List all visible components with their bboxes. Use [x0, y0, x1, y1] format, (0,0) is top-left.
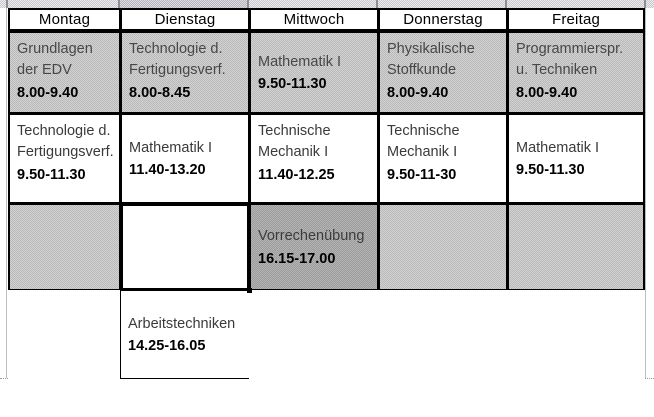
- cell-subject: Technologie d. Fertigungsverf.: [129, 41, 226, 79]
- day-header-dienstag[interactable]: Dienstag: [120, 8, 250, 31]
- cell-subject: Mathematik I: [129, 139, 212, 156]
- cell-time: 11.40-13.20: [129, 162, 206, 179]
- cell-time: 11.40-12.25: [258, 166, 335, 183]
- cell-subject: Physikalische Stoffkunde: [387, 41, 475, 79]
- day-header-freitag[interactable]: Freitag: [507, 8, 645, 31]
- cell-subject: Technologie d. Fertigungsverf.: [17, 123, 114, 161]
- timetable-cell-dienstag-row1[interactable]: Technologie d. Fertigungsverf. 8.00-8.45: [120, 31, 250, 114]
- cell-subject: Technische Mechanik I: [387, 123, 460, 161]
- cell-time: 9.50-11.30: [516, 162, 585, 179]
- column-divider-tick: [644, 0, 646, 8]
- timetable-cell-donnerstag-row2[interactable]: Technische Mechanik I 9.50-11-30: [378, 113, 508, 204]
- day-header-montag[interactable]: Montag: [8, 8, 121, 31]
- cell-subject: Programmierspr. u. Techniken: [516, 41, 624, 79]
- day-header-label: Dienstag: [154, 11, 216, 28]
- column-divider-tick: [6, 0, 8, 8]
- column-divider-tick: [247, 0, 249, 8]
- column-divider-tick: [118, 0, 120, 8]
- cell-time: 8.00-9.40: [17, 84, 79, 101]
- timetable-cell-dienstag-row4[interactable]: Arbeitstechniken 14.25-16.05: [120, 290, 250, 379]
- timetable-cell-freitag-row1[interactable]: Programmierspr. u. Techniken 8.00-9.40: [507, 31, 645, 114]
- timetable-cell-montag-row4[interactable]: [8, 290, 121, 379]
- cell-time: 14.25-16.05: [128, 338, 206, 355]
- cell-time: 9.50-11.30: [258, 76, 327, 93]
- day-header-label: Montag: [38, 11, 91, 28]
- cell-subject: Vorrechenübung: [258, 228, 365, 245]
- cell-subject: Arbeitstechniken: [128, 315, 236, 332]
- cell-time: 8.00-8.45: [129, 84, 191, 101]
- timetable-cell-montag-row3[interactable]: [8, 203, 121, 291]
- cell-time: 9.50-11-30: [387, 166, 457, 183]
- timetable-cell-donnerstag-row3[interactable]: [378, 203, 508, 291]
- day-header-mittwoch[interactable]: Mittwoch: [249, 8, 379, 31]
- timetable-cell-mittwoch-row2[interactable]: Technische Mechanik I 11.40-12.25: [249, 113, 379, 204]
- sheet-gridline-vertical: [6, 8, 7, 378]
- cell-subject: Mathematik I: [258, 53, 341, 70]
- timetable-cell-montag-row1[interactable]: Grundlagen der EDV 8.00-9.40: [8, 31, 121, 114]
- column-divider-tick: [376, 0, 378, 8]
- day-header-label: Freitag: [551, 11, 601, 28]
- timetable: Montag Dienstag Mittwoch Donnerstag Freitag G…: [8, 8, 645, 379]
- cell-subject: Technische Mechanik I: [258, 123, 331, 161]
- timetable-cell-montag-row2[interactable]: Technologie d. Fertigungsverf. 9.50-11.30: [8, 113, 121, 204]
- cell-time: 8.00-9.40: [516, 84, 578, 101]
- timetable-cell-freitag-row4[interactable]: [507, 290, 645, 379]
- day-header-label: Mittwoch: [283, 11, 345, 28]
- timetable-cell-mittwoch-row3[interactable]: Vorrechenübung 16.15-17.00: [249, 203, 379, 291]
- sheet-gridline-vertical: [645, 8, 646, 378]
- cell-time: 9.50-11.30: [17, 166, 86, 183]
- timetable-cell-donnerstag-row4[interactable]: [378, 290, 508, 379]
- cell-time: 8.00-9.40: [387, 84, 449, 101]
- cell-time: 16.15-17.00: [258, 250, 336, 267]
- timetable-cell-freitag-row2[interactable]: Mathematik I 9.50-11.30: [507, 113, 645, 204]
- timetable-cell-dienstag-row2[interactable]: Mathematik I 11.40-13.20: [120, 113, 250, 204]
- day-header-label: Donnerstag: [403, 11, 483, 28]
- cell-subject: Mathematik I: [516, 139, 599, 156]
- column-divider-tick: [505, 0, 507, 8]
- selection-fill-handle[interactable]: [247, 288, 252, 293]
- day-header-donnerstag[interactable]: Donnerstag: [378, 8, 508, 31]
- timetable-cell-mittwoch-row1[interactable]: Mathematik I 9.50-11.30: [249, 31, 379, 114]
- cutoff-row-strip: [0, 0, 654, 8]
- cutoff-row-strip-selected: [120, 0, 248, 8]
- timetable-cell-donnerstag-row1[interactable]: Physikalische Stoffkunde 8.00-9.40: [378, 31, 508, 114]
- timetable-cell-freitag-row3[interactable]: [507, 203, 645, 291]
- cell-subject: Grundlagen der EDV: [17, 41, 93, 79]
- timetable-cell-mittwoch-row4[interactable]: [249, 290, 379, 379]
- timetable-cell-dienstag-row3[interactable]: [120, 203, 250, 291]
